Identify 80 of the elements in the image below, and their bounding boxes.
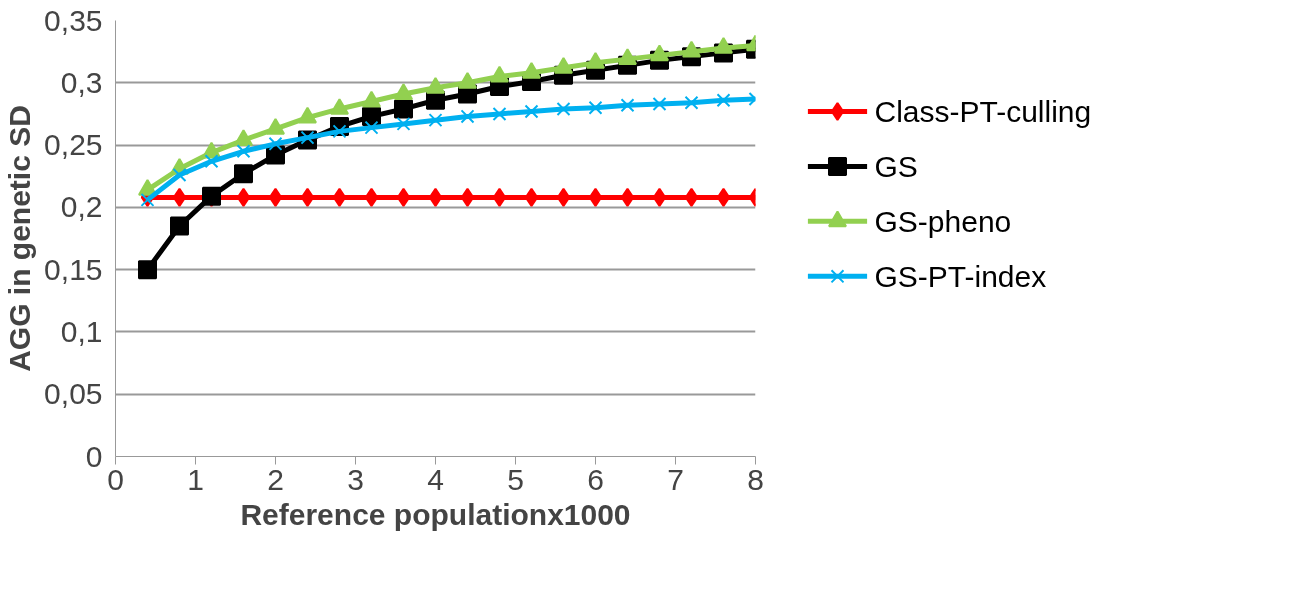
point: [236, 144, 251, 159]
point: [268, 187, 283, 207]
point: [714, 37, 733, 54]
point: [234, 164, 253, 184]
point: [716, 93, 731, 108]
point: [362, 106, 381, 126]
x-tick-label: 8: [747, 462, 764, 496]
x-tick-label: 1: [187, 462, 204, 496]
point: [524, 187, 539, 207]
point: [492, 106, 507, 121]
y-tick-label: 0,15: [44, 252, 103, 286]
legend-label: GS-pheno: [874, 204, 1012, 238]
point: [332, 124, 347, 139]
point: [362, 90, 381, 108]
point: [428, 113, 443, 128]
y-tick-label: 0,3: [60, 65, 103, 99]
point: [620, 98, 635, 113]
point: [554, 57, 573, 74]
legend-label: GS-PT-index: [874, 259, 1047, 293]
point: [266, 118, 285, 135]
point: [266, 145, 285, 165]
point: [140, 192, 155, 207]
y-tick-label: 0,25: [44, 128, 103, 162]
point: [396, 116, 411, 131]
point: [652, 187, 667, 207]
point: [234, 129, 253, 146]
point: [268, 136, 283, 151]
point: [170, 216, 189, 236]
point: [364, 187, 379, 207]
point: [364, 120, 379, 135]
point: [586, 52, 605, 69]
point: [396, 187, 411, 207]
point: [684, 95, 699, 110]
x-tick-label: 4: [427, 462, 444, 496]
point: [620, 187, 635, 207]
point: [460, 187, 475, 207]
point: [556, 101, 571, 116]
point: [138, 260, 157, 280]
y-tick-label: 0,1: [60, 314, 103, 348]
x-tick-label: 0: [107, 462, 124, 496]
point: [490, 65, 509, 83]
legend-label: GS: [874, 149, 918, 183]
x-tick-label: 7: [667, 462, 684, 496]
point: [332, 187, 347, 207]
x-axis-title: Reference populationx1000: [240, 497, 631, 531]
point: [460, 109, 475, 124]
point: [684, 187, 699, 207]
x-tick-label: 5: [507, 462, 524, 496]
point: [522, 62, 541, 79]
point: [458, 71, 477, 89]
point: [172, 167, 187, 182]
y-tick-label: 0,35: [44, 3, 103, 37]
point: [682, 40, 701, 58]
point: [236, 187, 251, 207]
point: [556, 187, 571, 207]
point: [652, 96, 667, 111]
point: [588, 100, 603, 115]
point: [716, 187, 731, 207]
y-tick-label: 0,05: [44, 377, 103, 411]
x-tick-label: 3: [347, 462, 364, 496]
x-tick-label: 6: [587, 462, 604, 496]
point: [330, 98, 349, 115]
y-axis-title: AGG in genetic SD: [3, 105, 37, 372]
point: [650, 44, 669, 62]
y-tick-label: 0: [85, 439, 103, 473]
point: [204, 154, 219, 169]
point: [394, 83, 413, 100]
x-tick-label: 2: [267, 462, 284, 496]
point: [618, 48, 637, 66]
point: [300, 187, 315, 207]
point: [426, 76, 445, 94]
point: [524, 104, 539, 119]
point: [172, 187, 187, 207]
legend-label: Class-PT-culling: [874, 94, 1092, 128]
point: [394, 99, 413, 119]
point: [492, 187, 507, 207]
point: [428, 187, 443, 207]
y-tick-label: 0,2: [60, 190, 103, 224]
point: [588, 187, 603, 207]
point: [298, 106, 317, 124]
